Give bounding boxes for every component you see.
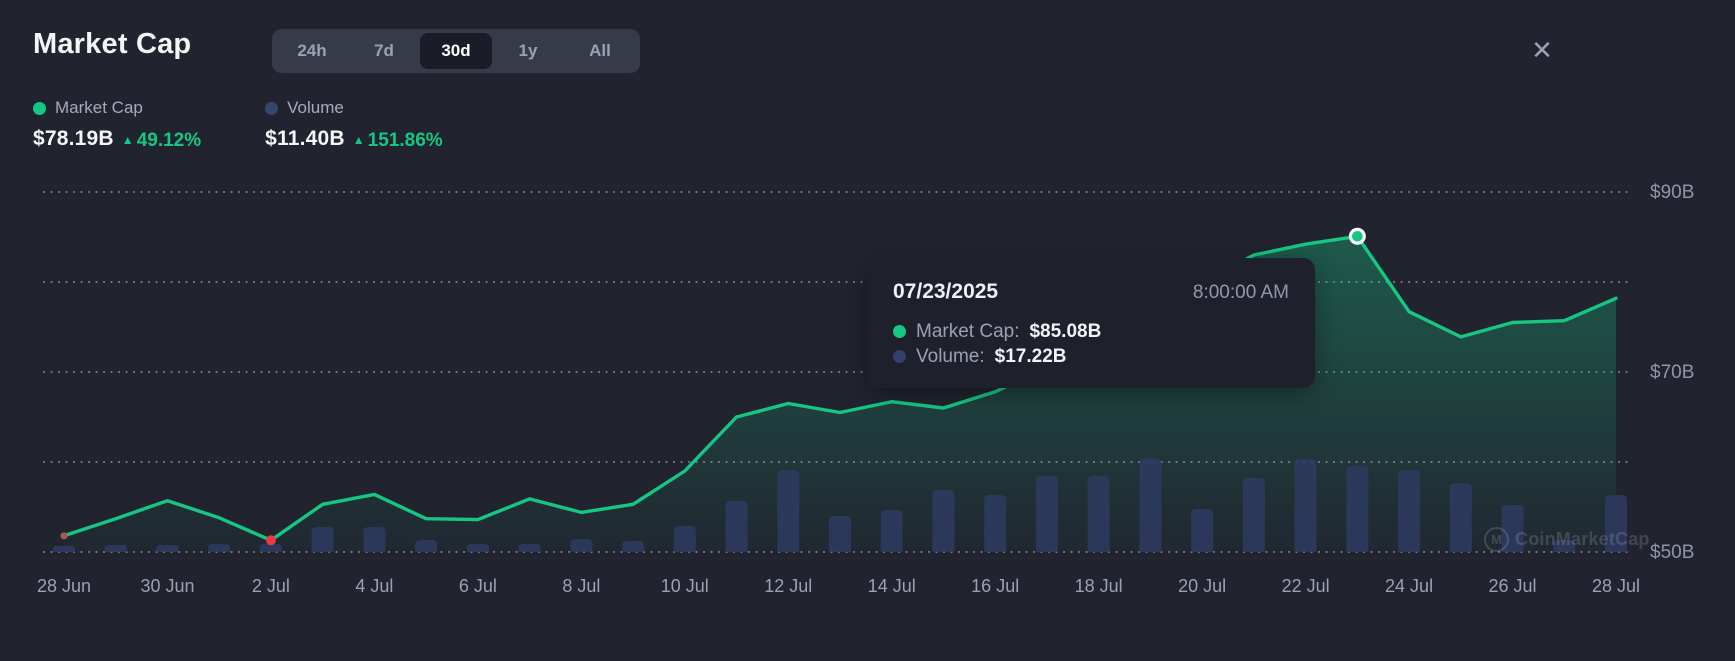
volume-dot-icon [893, 350, 906, 363]
x-axis-label-14-jul: 14 Jul [868, 576, 916, 596]
x-axis-label-4-jul: 4 Jul [355, 576, 393, 596]
x-axis-label-18-jul: 18 Jul [1075, 576, 1123, 596]
x-axis-label-6-jul: 6 Jul [459, 576, 497, 596]
volume-bar-jul-1 [208, 544, 231, 552]
volume-change: ▲ 151.86% [352, 130, 443, 151]
tab-30d[interactable]: 30d [420, 33, 492, 69]
volume-bar-jul-16 [984, 495, 1007, 552]
market-cap-area [64, 236, 1616, 553]
coinmarketcap-logo-icon: M [1484, 527, 1509, 552]
market-cap-dot-icon [33, 101, 46, 115]
volume-bar-jun-28 [53, 546, 75, 552]
volume-bar-jul-15 [932, 490, 955, 552]
up-arrow-icon: ▲ [352, 133, 365, 147]
chart-legend: Market Cap $78.19B ▲ 49.12% Volume $11.4… [33, 98, 443, 152]
low-point-marker [265, 535, 276, 546]
x-axis-label-28-jun: 28 Jun [37, 576, 91, 596]
tooltip-time: 8:00:00 AM [1192, 282, 1289, 303]
volume-bar-jul-5 [415, 540, 438, 552]
legend-label: Market Cap [55, 98, 143, 117]
volume-bar-jul-9 [622, 541, 645, 552]
volume-bar-jul-10 [673, 526, 696, 552]
x-axis-label-8-jul: 8 Jul [562, 576, 600, 596]
volume-bar-jul-8 [570, 539, 593, 552]
volume-bar-jul-6 [466, 544, 489, 552]
tooltip-row-market-cap: Market Cap: $85.08B [893, 319, 1289, 344]
range-selector: 24h 7d 30d 1y All [272, 29, 640, 73]
volume-bar-jul-24 [1398, 470, 1421, 552]
volume-dot-icon [265, 101, 279, 115]
volume-bar-jul-17 [1035, 476, 1058, 552]
volume-bar-jul-23 [1346, 465, 1369, 552]
volume-bar-jul-2 [259, 544, 282, 552]
x-axis-label-28-jul: 28 Jul [1592, 576, 1640, 596]
tab-1y[interactable]: 1y [518, 41, 538, 60]
y-axis-label-70B: $70B [1650, 362, 1694, 383]
volume-bar-jun-29 [104, 545, 127, 552]
volume-bar-jul-22 [1294, 459, 1317, 552]
tab-all[interactable]: All [589, 41, 611, 60]
volume-bar-jul-20 [1191, 509, 1214, 552]
x-axis-label-10-jul: 10 Jul [661, 576, 709, 596]
x-axis-label-22-jul: 22 Jul [1282, 576, 1330, 596]
tooltip-date: 07/23/2025 [893, 280, 999, 303]
market-cap-change: ▲ 49.12% [121, 130, 202, 151]
x-axis-label-12-jul: 12 Jul [764, 576, 812, 596]
volume-bar-jul-19 [1139, 458, 1162, 552]
tooltip-row-volume: Volume: $17.22B [893, 344, 1289, 369]
chart-tooltip: 07/23/2025 8:00:00 AM Market Cap: $85.08… [867, 258, 1315, 388]
volume-bar-jul-21 [1242, 478, 1265, 552]
volume-bar-jul-27 [1553, 540, 1576, 552]
up-arrow-icon: ▲ [121, 133, 134, 147]
volume-bar-jul-28 [1605, 495, 1627, 552]
tab-24h[interactable]: 24h [297, 41, 327, 60]
volume-bar-jul-11 [725, 501, 748, 552]
coinmarketcap-watermark: M CoinMarketCap [1484, 527, 1650, 552]
volume-value: $11.40B [265, 127, 345, 150]
x-axis-label-24-jul: 24 Jul [1385, 576, 1433, 596]
series-start-dot [60, 532, 68, 540]
y-axis-label-50B: $50B [1650, 542, 1694, 563]
page-title: Market Cap [33, 28, 192, 60]
legend-market-cap: Market Cap $78.19B ▲ 49.12% [33, 98, 201, 152]
volume-bar-jul-14 [880, 510, 903, 552]
volume-bar-jul-13 [829, 516, 851, 552]
x-axis-label-26-jul: 26 Jul [1489, 576, 1537, 596]
market-cap-value: $78.19B [33, 127, 114, 150]
volume-bar-jul-12 [777, 470, 800, 552]
volume-bar-jul-4 [363, 527, 386, 552]
y-axis-label-90B: $90B [1650, 182, 1694, 203]
watermark-text: CoinMarketCap [1515, 529, 1650, 549]
volume-bar-jun-30 [156, 545, 179, 552]
legend-label: Volume [287, 98, 344, 117]
legend-volume: Volume $11.40B ▲ 151.86% [265, 98, 443, 152]
x-axis-label-16-jul: 16 Jul [971, 576, 1019, 596]
tab-7d[interactable]: 7d [374, 41, 394, 60]
volume-bar-jul-3 [311, 527, 334, 552]
close-icon[interactable]: ✕ [1531, 35, 1553, 65]
active-point-dot [1352, 230, 1363, 242]
x-axis-label-30-jun: 30 Jun [140, 576, 194, 596]
volume-bar-jul-25 [1449, 483, 1472, 552]
volume-bar-jul-7 [518, 544, 541, 552]
volume-bar-jul-18 [1087, 476, 1110, 552]
market-cap-dot-icon [893, 325, 906, 338]
x-axis-label-2-jul: 2 Jul [252, 576, 290, 596]
x-axis-label-20-jul: 20 Jul [1178, 576, 1226, 596]
